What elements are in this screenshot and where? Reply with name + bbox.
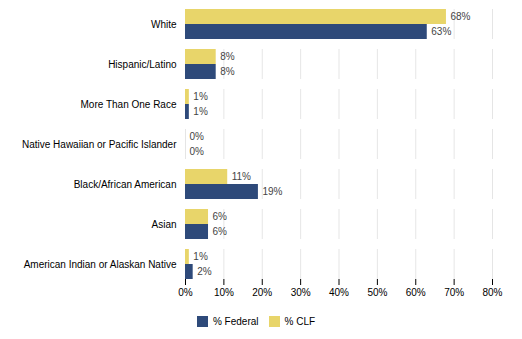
svg-text:0%: 0% bbox=[190, 131, 205, 142]
svg-text:American Indian or Alaskan Nat: American Indian or Alaskan Native bbox=[24, 259, 177, 270]
svg-text:0%: 0% bbox=[190, 146, 205, 157]
svg-text:30%: 30% bbox=[291, 287, 311, 298]
svg-text:50%: 50% bbox=[367, 287, 387, 298]
html-text:% Federal: % Federal bbox=[212, 316, 259, 327]
svg-text:40%: 40% bbox=[329, 287, 349, 298]
svg-text:1%: 1% bbox=[193, 251, 208, 262]
svg-text:1%: 1% bbox=[193, 106, 208, 117]
svg-text:80%: 80% bbox=[482, 287, 502, 298]
svg-text:Hispanic/Latino: Hispanic/Latino bbox=[108, 59, 177, 70]
svg-text:2%: 2% bbox=[197, 266, 212, 277]
svg-text:63%: 63% bbox=[431, 26, 451, 37]
svg-text:1%: 1% bbox=[193, 91, 208, 102]
svg-text:More Than One Race: More Than One Race bbox=[81, 99, 177, 110]
svg-text:White: White bbox=[151, 19, 177, 30]
svg-text:8%: 8% bbox=[220, 51, 235, 62]
svg-text:Black/African American: Black/African American bbox=[74, 179, 177, 190]
svg-text:70%: 70% bbox=[444, 287, 464, 298]
svg-text:6%: 6% bbox=[213, 226, 228, 237]
svg-text:Asian: Asian bbox=[151, 219, 176, 230]
svg-text:19%: 19% bbox=[262, 186, 282, 197]
svg-text:8%: 8% bbox=[220, 66, 235, 77]
svg-text:Native Hawaiian or Pacific Isl: Native Hawaiian or Pacific Islander bbox=[22, 139, 177, 150]
svg-text:10%: 10% bbox=[214, 287, 234, 298]
svg-text:68%: 68% bbox=[450, 11, 470, 22]
svg-text:11%: 11% bbox=[232, 171, 251, 182]
svg-text:60%: 60% bbox=[406, 287, 426, 298]
html-text:% CLF: % CLF bbox=[284, 316, 316, 327]
svg-text:20%: 20% bbox=[252, 287, 272, 298]
svg-text:0%: 0% bbox=[178, 287, 193, 298]
svg-text:6%: 6% bbox=[213, 211, 228, 222]
